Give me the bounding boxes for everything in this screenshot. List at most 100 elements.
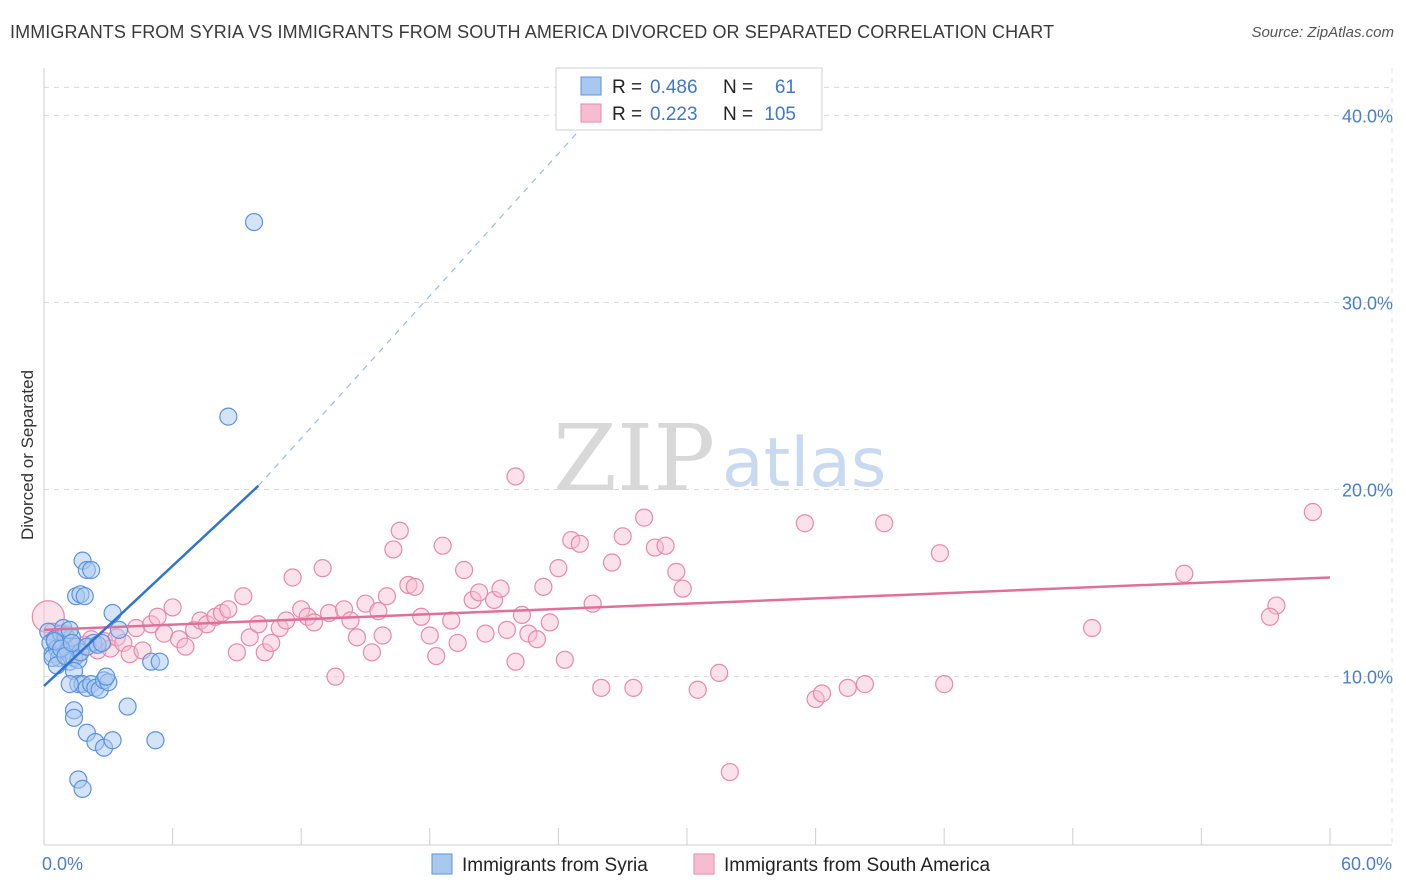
legend-n-label-syria: N =: [723, 77, 753, 98]
point-south-america: [613, 527, 632, 546]
point-south-america: [710, 663, 729, 682]
point-south-america: [240, 628, 259, 647]
point-south-america: [485, 590, 504, 610]
x-tick-label-min: 0.0%: [42, 854, 83, 874]
point-south-america: [304, 613, 324, 632]
point-syria: [150, 652, 169, 671]
point-south-america: [812, 684, 832, 703]
point-south-america: [399, 575, 418, 595]
trend-extension-syria: [257, 105, 602, 487]
x-ticks: [43, 68, 1393, 845]
point-syria: [244, 212, 264, 232]
point-south-america: [476, 624, 495, 643]
trend-line-syria: [43, 484, 260, 687]
trend-lines: [43, 105, 1331, 687]
point-south-america: [127, 618, 146, 638]
point-south-america: [592, 678, 611, 697]
x-tick-label-max: 60.0%: [1341, 854, 1392, 874]
point-south-america: [427, 646, 446, 666]
point-south-america: [390, 521, 409, 540]
legend-r-label-south-america: R =: [612, 104, 642, 125]
y-tick-labels: 10.0% 20.0% 30.0% 40.0%: [1342, 106, 1393, 687]
point-south-america: [433, 536, 452, 555]
point-south-america: [570, 534, 589, 553]
point-south-america: [497, 620, 517, 639]
legend-swatch-syria: [580, 76, 602, 96]
point-south-america: [373, 626, 392, 645]
point-south-america: [506, 652, 525, 671]
point-south-america: [148, 607, 167, 626]
point-syria: [118, 697, 137, 716]
point-south-america: [688, 680, 707, 699]
chart-title: IMMIGRANTS FROM SYRIA VS IMMIGRANTS FROM…: [10, 22, 1055, 42]
point-south-america: [255, 643, 274, 662]
legend-n-value-syria: 61: [775, 77, 796, 98]
point-south-america: [506, 467, 525, 486]
point-south-america: [420, 626, 439, 645]
bottom-legend-label-south-america: Immigrants from South America: [724, 855, 991, 876]
point-south-america: [491, 579, 510, 598]
point-south-america: [163, 598, 182, 617]
point-south-america: [384, 540, 403, 559]
point-syria: [219, 407, 238, 426]
point-south-america: [875, 514, 894, 533]
correlation-legend: R = 0.486 N = 61 R = 0.223 N = 105: [555, 67, 823, 131]
legend-swatch-south-america: [580, 103, 602, 123]
point-south-america: [454, 560, 474, 580]
point-south-america: [549, 559, 568, 578]
point-syria: [109, 620, 129, 639]
legend-n-value-south-america: 105: [764, 104, 796, 125]
point-south-america: [855, 675, 874, 694]
bottom-legend-swatch-south-america: [693, 853, 715, 875]
point-south-america: [341, 611, 360, 630]
point-syria: [82, 560, 101, 580]
point-south-america: [1260, 607, 1280, 626]
legend-n-label-south-america: N =: [723, 104, 753, 125]
series-legend: Immigrants from Syria Immigrants from So…: [431, 853, 991, 876]
point-syria: [62, 633, 81, 653]
point-south-america: [227, 643, 246, 662]
source-label: Source: ZipAtlas.com: [1251, 24, 1394, 41]
point-syria: [103, 603, 122, 623]
legend-r-value-south-america: 0.223: [650, 104, 698, 125]
point-south-america: [313, 559, 332, 578]
y-tick-label-30: 30.0%: [1342, 293, 1393, 313]
y-tick-label-10: 10.0%: [1342, 668, 1393, 688]
bottom-legend-swatch-syria: [431, 853, 453, 875]
point-south-america: [838, 678, 857, 697]
point-syria: [92, 633, 111, 653]
point-syria: [75, 587, 94, 606]
legend-r-value-syria: 0.486: [650, 77, 698, 98]
y-tick-label-40: 40.0%: [1342, 106, 1393, 126]
point-syria: [73, 779, 92, 798]
point-syria: [97, 667, 116, 686]
point-south-america: [534, 577, 553, 596]
point-south-america: [412, 607, 431, 626]
point-south-america: [326, 667, 345, 686]
point-south-america: [583, 594, 602, 613]
point-south-america: [283, 568, 302, 587]
series-syria-points: [39, 212, 264, 798]
point-south-america: [442, 611, 461, 630]
axes: [43, 68, 1392, 846]
point-south-america: [720, 762, 739, 782]
y-axis-label: Divorced or Separated: [18, 370, 37, 540]
point-south-america: [469, 583, 489, 602]
point-syria: [146, 731, 165, 750]
point-south-america: [463, 590, 482, 610]
point-south-america: [292, 600, 311, 619]
point-south-america: [930, 544, 950, 563]
point-south-america: [169, 630, 189, 649]
point-south-america: [540, 613, 559, 632]
point-south-america: [624, 678, 643, 697]
point-south-america: [234, 587, 253, 606]
point-south-america: [602, 553, 622, 572]
point-south-america: [176, 637, 195, 656]
point-south-america: [262, 633, 281, 653]
point-south-america: [347, 628, 367, 647]
point-south-america: [219, 600, 238, 619]
point-south-america: [527, 630, 547, 649]
point-south-america: [1082, 618, 1102, 638]
legend-r-label-syria: R =: [612, 77, 642, 98]
point-south-america: [656, 536, 675, 555]
